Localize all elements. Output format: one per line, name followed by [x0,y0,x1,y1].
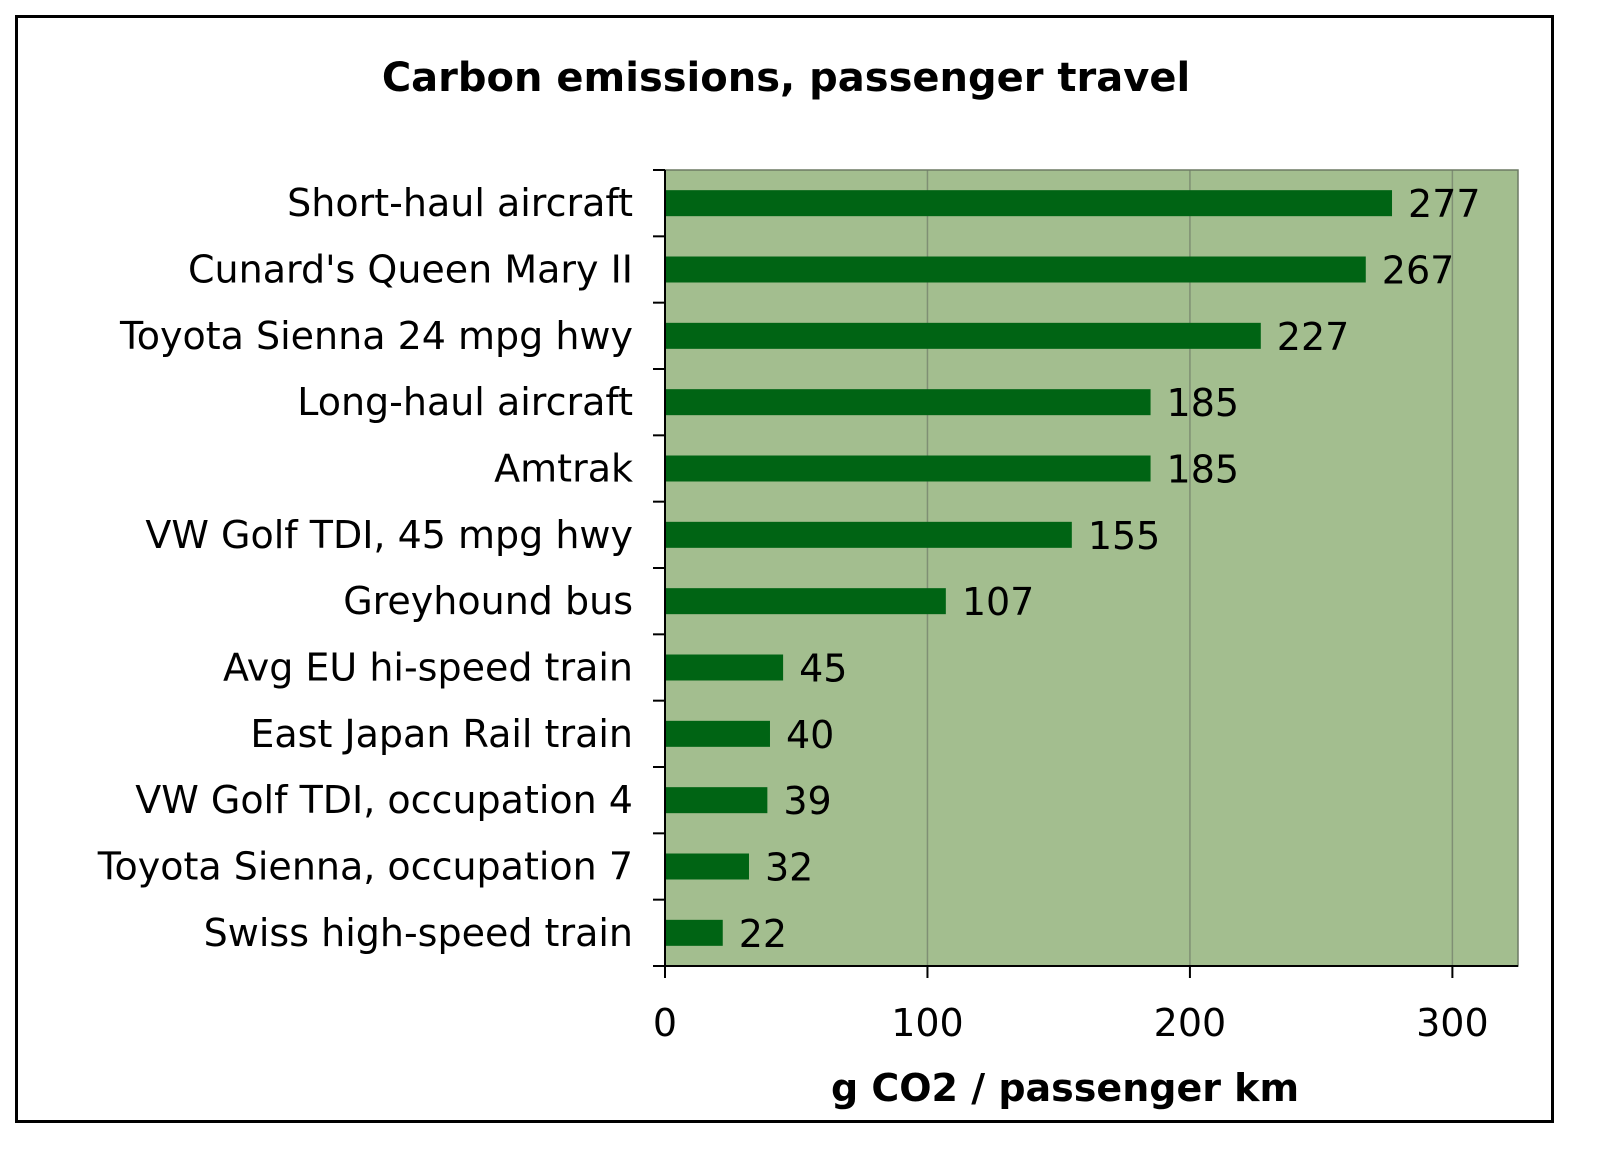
data-label: 185 [1167,448,1240,492]
x-tick-label: 0 [653,1001,677,1045]
bar [665,853,749,880]
category-label: Swiss high-speed train [204,911,633,955]
data-label: 32 [765,846,813,890]
data-label: 227 [1277,315,1350,359]
x-tick-label: 200 [1154,1001,1227,1045]
x-tick-label: 100 [891,1001,964,1045]
bar [665,256,1366,283]
data-label: 45 [799,647,847,691]
category-label: VW Golf TDI, 45 mpg hwy [145,513,633,557]
plot-background [665,170,1518,966]
bar [665,654,784,681]
bar [665,322,1261,349]
bar [665,389,1151,416]
bar [665,455,1151,482]
data-label: 155 [1088,514,1161,558]
bar [665,588,946,615]
category-label: Toyota Sienna, occupation 7 [97,845,633,889]
bar [665,787,768,814]
chart-title: Carbon emissions, passenger travel [382,55,1190,101]
data-label: 267 [1382,249,1455,293]
data-label: 277 [1408,182,1481,226]
category-label: VW Golf TDI, occupation 4 [135,778,633,822]
category-label: Long-haul aircraft [297,380,633,424]
category-label: East Japan Rail train [250,712,633,756]
data-label: 185 [1167,381,1240,425]
x-axis-label: g CO2 / passenger km [831,1066,1299,1110]
bar [665,720,770,747]
data-label: 40 [786,713,834,757]
bar [665,521,1072,548]
data-label: 39 [783,779,831,823]
plot-area: Short-haul aircraft 277 Cunard's Queen Mar… [97,169,1519,1045]
bar [665,190,1393,217]
category-label: Avg EU hi-speed train [223,646,633,690]
data-label: 107 [962,580,1035,624]
data-label: 22 [739,912,787,956]
category-label: Toyota Sienna 24 mpg hwy [119,314,633,358]
category-label: Cunard's Queen Mary II [188,248,633,292]
x-tick-label: 300 [1416,1001,1489,1045]
bar [665,919,723,946]
category-label: Amtrak [494,447,633,491]
category-label: Greyhound bus [343,579,633,623]
category-label: Short-haul aircraft [287,181,633,225]
